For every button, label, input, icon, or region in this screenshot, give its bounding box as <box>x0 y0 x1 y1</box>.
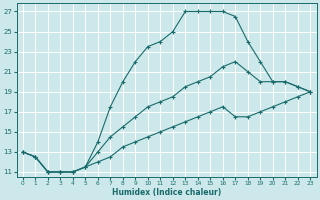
X-axis label: Humidex (Indice chaleur): Humidex (Indice chaleur) <box>112 188 221 197</box>
